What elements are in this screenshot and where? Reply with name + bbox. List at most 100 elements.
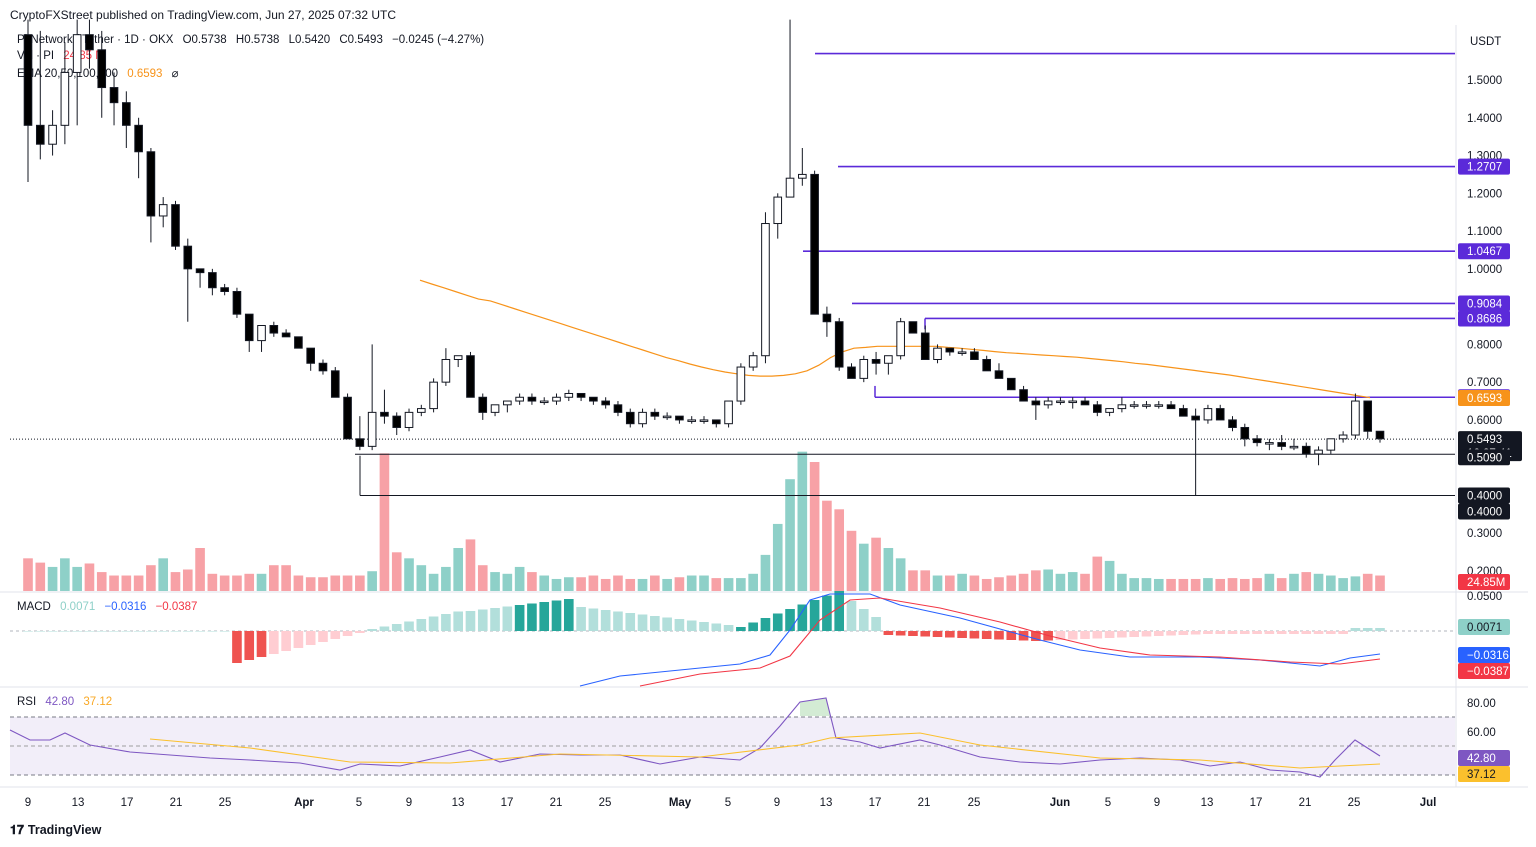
candle-body: [146, 151, 156, 217]
candle-body: [1252, 438, 1262, 444]
y-tick-label: 0.3000: [1467, 528, 1502, 540]
volume-bar: [514, 566, 525, 591]
candle-body: [601, 400, 610, 406]
y-tick-label: 0.8000: [1467, 339, 1502, 351]
candle-body: [957, 351, 967, 354]
rsi-ma-value: 37.12: [83, 696, 113, 708]
candle-body: [982, 358, 992, 372]
candle-body: [195, 268, 205, 274]
volume-bar: [379, 453, 390, 591]
volume-bar: [170, 572, 181, 591]
volume-bar: [699, 575, 709, 591]
support-badge-bg: [1458, 449, 1510, 466]
volume-bar: [1031, 570, 1041, 591]
rsi-name[interactable]: RSI: [17, 696, 37, 708]
main-legend: Pi Network / Tether · 1D · OKX O0.5738 H…: [17, 34, 490, 46]
volume-bar: [72, 566, 82, 591]
x-tick-label: 17: [121, 797, 134, 809]
support-badge: 0.4000: [1467, 490, 1502, 502]
macd-histogram-bar: [23, 631, 33, 632]
x-tick-label: 5: [356, 797, 362, 809]
y-tick-label: 1.5000: [1467, 75, 1502, 87]
volume-bar: [858, 543, 869, 591]
hide-indicator-icon[interactable]: ⌀: [171, 68, 179, 80]
macd-histogram-bar: [871, 617, 881, 631]
macd-histogram-bar: [96, 631, 107, 632]
candle-body: [1117, 404, 1127, 410]
volume-bar: [932, 575, 943, 591]
candle-body: [1289, 445, 1299, 449]
macd-name[interactable]: MACD: [17, 601, 51, 613]
volume-bar: [330, 575, 341, 591]
volume-bar: [367, 571, 377, 591]
volume-bar: [1227, 578, 1238, 591]
macd-histogram-bar: [1239, 631, 1250, 634]
candle-body: [896, 321, 905, 357]
macd-signal-value: −0.0387: [155, 601, 198, 613]
tradingview-footer[interactable]: 𝟏𝟕 TradingView: [10, 823, 101, 838]
volume-bar: [957, 573, 967, 591]
support-badge-bg: [1458, 503, 1510, 520]
macd-histogram-bar: [600, 610, 611, 631]
candle-body: [724, 400, 733, 425]
candle-body: [527, 396, 537, 402]
rsi-ma-badge: 37.12: [1467, 769, 1496, 781]
candle-body: [613, 404, 623, 413]
volume-bar: [1080, 573, 1090, 591]
price-chart[interactable]: USDT1.50001.40001.30001.20001.10001.0000…: [0, 0, 1536, 820]
ohlc-change: −0.0245 (−4.27%): [392, 34, 485, 46]
candle-body: [552, 396, 561, 402]
candle-body: [208, 272, 217, 289]
macd-histogram-bar: [723, 625, 734, 631]
candle-body: [1179, 408, 1188, 417]
macd-histogram-bar: [895, 631, 906, 636]
x-tick-label: 9: [774, 797, 780, 809]
macd-histogram-bar: [748, 622, 758, 631]
level-badge: 0.8686: [1467, 313, 1502, 325]
volume-bar: [1301, 572, 1312, 591]
symbol-label[interactable]: Pi Network / Tether · 1D · OKX: [17, 34, 174, 46]
rsi-ma-badge-bg: [1458, 766, 1510, 782]
macd-histogram-bar: [305, 631, 316, 645]
volume-bar: [47, 566, 58, 591]
candle-body: [441, 358, 451, 383]
macd-histogram-bar: [1203, 631, 1213, 634]
x-tick-label: May: [669, 797, 692, 809]
candle-body: [945, 347, 955, 353]
candle-body: [1203, 408, 1213, 421]
candle-body: [576, 392, 586, 398]
candle-body: [232, 291, 242, 315]
volume-bar: [355, 575, 365, 591]
macd-histogram-bar: [514, 605, 525, 631]
candle-body: [281, 332, 291, 338]
volume-bar: [1153, 578, 1164, 591]
x-tick-label: 9: [406, 797, 412, 809]
volume-bar: [772, 523, 783, 591]
candle-body: [416, 408, 426, 413]
macd-histogram-bar: [1006, 631, 1017, 640]
macd-histogram-bar: [674, 619, 685, 631]
volume-bar: [465, 539, 476, 591]
macd-histogram-bar: [182, 631, 193, 632]
y-tick-label: 1.1000: [1467, 226, 1502, 238]
macd-histogram-bar: [576, 607, 586, 631]
macd-histogram-bar: [84, 631, 95, 632]
level-badge-bg: [1458, 243, 1510, 260]
macd-histogram-bar: [195, 631, 205, 632]
volume-bar: [650, 575, 660, 591]
macd-histogram-bar: [121, 631, 132, 632]
candle-body: [589, 396, 598, 402]
candle-body: [85, 34, 94, 51]
macd-histogram-bar: [1301, 631, 1312, 634]
macd-histogram-bar: [1129, 631, 1139, 637]
candle-body: [478, 396, 488, 413]
candle-body: [1092, 404, 1102, 413]
macd-histogram-bar: [1117, 631, 1127, 638]
candle-body: [1326, 438, 1336, 451]
candle-body: [1105, 408, 1114, 413]
volume-bar: [244, 573, 255, 591]
macd-histogram-bar: [662, 617, 672, 631]
macd-histogram-bar: [1252, 631, 1262, 634]
macd-histogram-bar: [465, 611, 476, 631]
volume-bar: [1215, 578, 1226, 591]
